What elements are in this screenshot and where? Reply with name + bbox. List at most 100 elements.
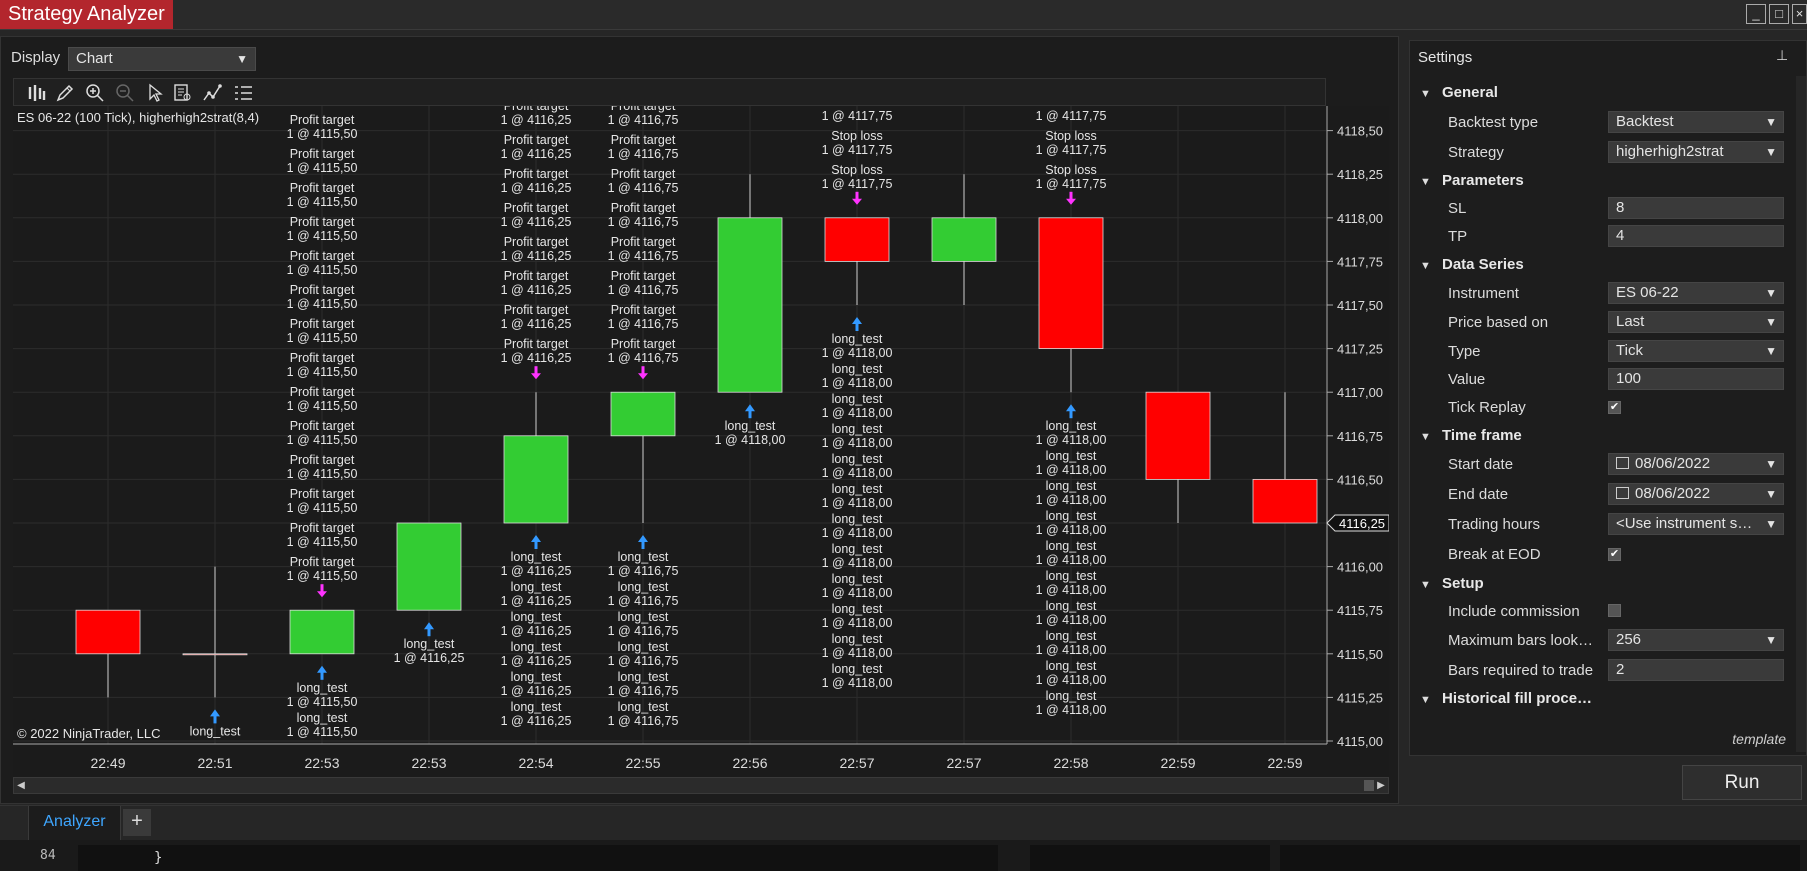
exit-label: Profit target: [290, 113, 355, 127]
x-tick-label: 22:54: [518, 755, 553, 771]
entry-label: long_test: [832, 602, 883, 616]
backtest-type-select[interactable]: Backtest ▼: [1608, 111, 1784, 133]
instrument-label: ES 06-22 (100 Tick), higherhigh2strat(8,…: [17, 110, 259, 125]
entry-label: long_test: [618, 700, 669, 714]
pointer-icon[interactable]: [143, 83, 165, 103]
instrument-select[interactable]: ES 06-22 ▼: [1608, 282, 1784, 304]
section-parameters[interactable]: ▼ Parameters: [1420, 172, 1524, 189]
exit-qty-label: 1 @ 4115,50: [287, 467, 358, 481]
exit-label: Profit target: [290, 317, 355, 331]
exit-label: Profit target: [290, 215, 355, 229]
scroll-right-icon[interactable]: ▶: [1377, 780, 1385, 791]
tp-field[interactable]: 4: [1608, 225, 1784, 247]
exit-qty-label: 1 @ 4117,75: [1036, 109, 1107, 123]
entry-arrowhead: [317, 665, 327, 673]
x-tick-label: 22:55: [625, 755, 660, 771]
template-link[interactable]: template: [1732, 731, 1786, 747]
bar-style-icon[interactable]: [26, 83, 48, 103]
calendar-icon: [1616, 487, 1629, 499]
run-button[interactable]: Run: [1682, 765, 1802, 800]
scroll-left-icon[interactable]: ◀: [17, 780, 25, 791]
chevron-down-icon: ▼: [1765, 633, 1777, 647]
entry-qty-label: 1 @ 4118,00: [1036, 583, 1107, 597]
zoom-in-icon[interactable]: [84, 83, 106, 103]
price-based-on-select[interactable]: Last ▼: [1608, 311, 1784, 333]
bars-required-field[interactable]: 2: [1608, 659, 1784, 681]
end-date-picker[interactable]: 08/06/2022 ▼: [1608, 483, 1784, 505]
exit-label: Profit target: [290, 181, 355, 195]
exit-qty-label: 1 @ 4116,75: [608, 147, 679, 161]
entry-label: long_test: [618, 640, 669, 654]
x-tick-label: 22:53: [304, 755, 339, 771]
code-line[interactable]: }: [78, 845, 998, 871]
exit-qty-label: 1 @ 4116,75: [608, 113, 679, 127]
exit-qty-label: 1 @ 4115,50: [287, 433, 358, 447]
exit-qty-label: 1 @ 4115,50: [287, 297, 358, 311]
close-button[interactable]: ×: [1792, 4, 1807, 24]
section-data-series[interactable]: ▼ Data Series: [1420, 256, 1524, 273]
exit-qty-label: 1 @ 4116,75: [608, 283, 679, 297]
break-at-eod-checkbox[interactable]: ✔: [1608, 548, 1621, 561]
exit-label: Profit target: [504, 337, 569, 351]
type-select[interactable]: Tick ▼: [1608, 340, 1784, 362]
exit-qty-label: 1 @ 4116,25: [501, 113, 572, 127]
section-historical-fill[interactable]: ▼ Historical fill proce…: [1420, 690, 1593, 707]
exit-label: Profit target: [290, 385, 355, 399]
entry-qty-label: 1 @ 4118,00: [822, 406, 893, 420]
entry-label: long_test: [1046, 479, 1097, 493]
add-tab-button[interactable]: +: [123, 809, 151, 836]
line-number: 84: [40, 848, 56, 863]
entry-qty-label: 1 @ 4118,00: [715, 433, 786, 447]
exit-qty-label: 1 @ 4117,75: [1036, 177, 1107, 191]
max-bars-select[interactable]: 256 ▼: [1608, 629, 1784, 651]
include-commission-label: Include commission: [1448, 603, 1580, 620]
display-select[interactable]: Chart ▼: [68, 47, 256, 71]
section-setup[interactable]: ▼ Setup: [1420, 575, 1484, 592]
entry-label: long_test: [618, 610, 669, 624]
chevron-down-icon: ▼: [1765, 115, 1777, 129]
data-box-icon[interactable]: [172, 83, 194, 103]
entry-label: long_test: [832, 572, 883, 586]
strategy-select[interactable]: higherhigh2strat ▼: [1608, 141, 1784, 163]
include-commission-checkbox[interactable]: [1608, 604, 1621, 617]
exit-qty-label: 1 @ 4115,50: [287, 535, 358, 549]
exit-label: Profit target: [504, 235, 569, 249]
x-tick-label: 22:58: [1053, 755, 1088, 771]
exit-label: Profit target: [611, 303, 676, 317]
candle-body: [717, 217, 783, 393]
entry-qty-label: 1 @ 4118,00: [1036, 523, 1107, 537]
value-field[interactable]: 100: [1608, 368, 1784, 390]
zoom-out-icon[interactable]: [114, 83, 136, 103]
current-price-label: 4116,25: [1339, 516, 1385, 531]
sl-field[interactable]: 8: [1608, 197, 1784, 219]
exit-qty-label: 1 @ 4117,75: [822, 109, 893, 123]
entry-label: long_test: [1046, 449, 1097, 463]
indicators-icon[interactable]: [202, 83, 224, 103]
horizontal-scrollbar[interactable]: ◀ ▶: [13, 777, 1389, 794]
price-chart[interactable]: 4115,00 4115,25 4115,50 4115,75 4116,00 4116,…: [13, 106, 1389, 778]
tick-replay-checkbox[interactable]: ✔: [1608, 401, 1621, 414]
entry-qty-label: 1 @ 4116,75: [608, 564, 679, 578]
y-tick-label: 4115,25: [1337, 690, 1383, 705]
entry-qty-label: 1 @ 4116,75: [608, 714, 679, 728]
restore-button[interactable]: □: [1769, 4, 1789, 24]
y-tick-label: 4116,75: [1337, 429, 1383, 444]
exit-qty-label: 1 @ 4116,75: [608, 249, 679, 263]
entry-qty-label: 1 @ 4118,00: [822, 526, 893, 540]
entry-label: long_test: [1046, 689, 1097, 703]
minimize-button[interactable]: _: [1746, 4, 1766, 24]
scroll-thumb[interactable]: [1364, 780, 1374, 791]
exit-qty-label: 1 @ 4116,75: [608, 351, 679, 365]
section-time-frame[interactable]: ▼ Time frame: [1420, 427, 1522, 444]
trading-hours-select[interactable]: <Use instrument s… ▼: [1608, 513, 1784, 535]
properties-icon[interactable]: [232, 83, 254, 103]
candle-body: [503, 435, 569, 524]
pencil-icon[interactable]: [54, 83, 76, 103]
section-general[interactable]: ▼ General: [1420, 84, 1498, 101]
exit-qty-label: 1 @ 4117,75: [822, 143, 893, 157]
start-date-picker[interactable]: 08/06/2022 ▼: [1608, 453, 1784, 475]
pin-icon[interactable]: ⊥: [1776, 47, 1789, 63]
tab-analyzer[interactable]: Analyzer: [28, 806, 121, 840]
settings-scrollbar[interactable]: [1796, 76, 1806, 752]
